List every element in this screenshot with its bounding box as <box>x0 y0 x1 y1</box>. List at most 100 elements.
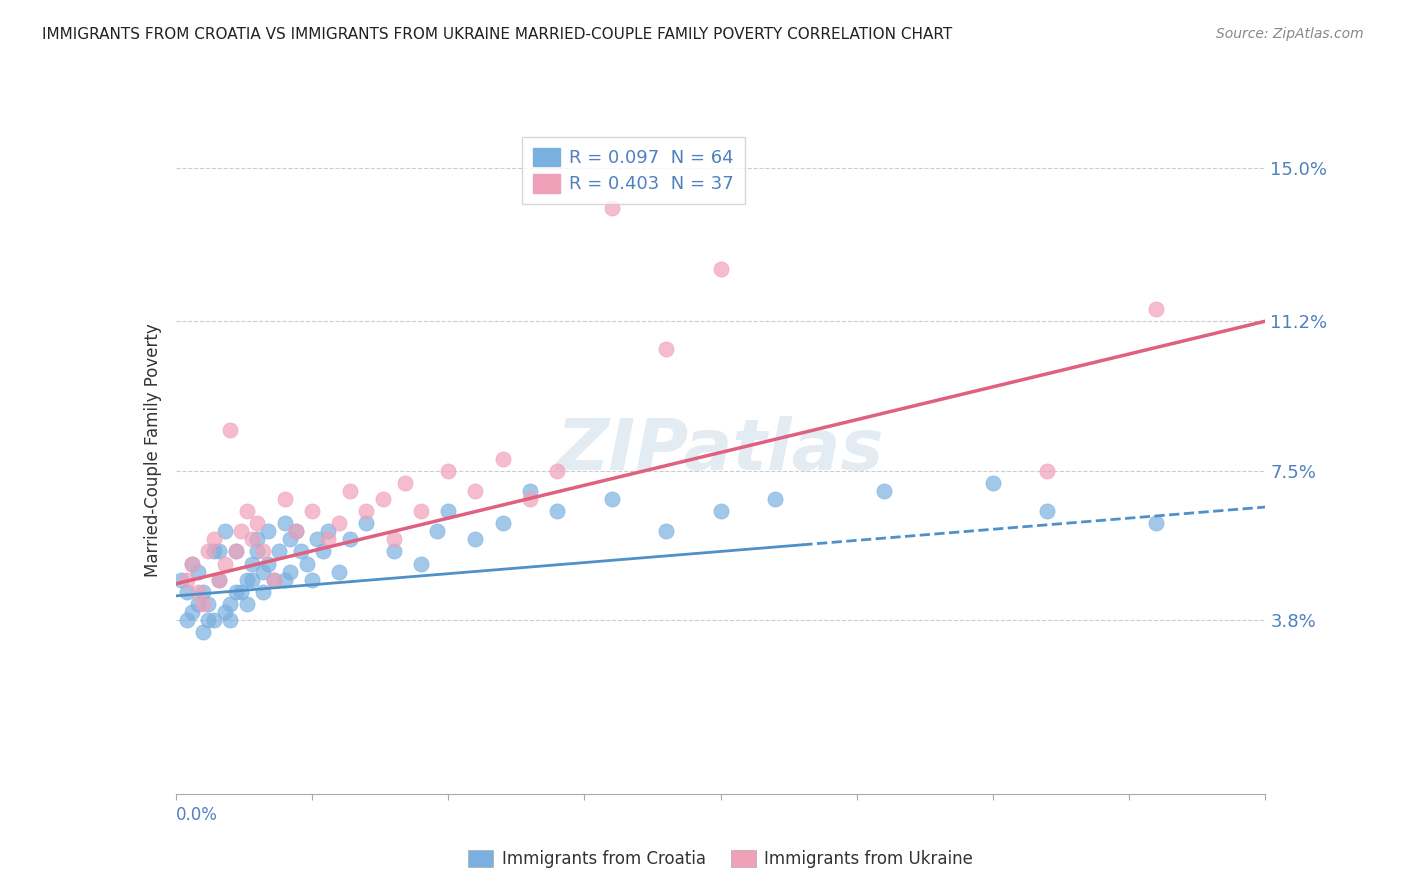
Point <box>235 597 257 611</box>
Point <box>873 483 896 498</box>
Point <box>208 573 231 587</box>
Point <box>246 544 269 558</box>
Point <box>252 544 274 558</box>
Point <box>231 585 253 599</box>
Point <box>240 533 263 547</box>
Point <box>981 475 1004 490</box>
Point <box>409 557 432 571</box>
Point <box>240 557 263 571</box>
Point <box>240 573 263 587</box>
Point <box>257 524 280 539</box>
Point <box>202 544 225 558</box>
Point <box>763 491 786 506</box>
Point <box>225 544 247 558</box>
Point <box>301 573 323 587</box>
Point <box>225 544 247 558</box>
Point <box>246 533 269 547</box>
Point <box>219 613 242 627</box>
Point <box>710 504 733 518</box>
Point <box>301 504 323 518</box>
Point <box>600 201 623 215</box>
Point <box>186 597 209 611</box>
Point <box>318 533 340 547</box>
Point <box>409 504 432 518</box>
Point <box>382 544 405 558</box>
Text: 0.0%: 0.0% <box>176 806 218 824</box>
Point <box>519 491 541 506</box>
Point <box>181 557 204 571</box>
Point <box>356 504 378 518</box>
Point <box>339 533 361 547</box>
Point <box>225 585 247 599</box>
Point <box>710 261 733 276</box>
Point <box>290 544 312 558</box>
Point <box>328 565 350 579</box>
Point <box>295 557 318 571</box>
Point <box>464 533 486 547</box>
Point <box>278 565 301 579</box>
Point <box>252 565 274 579</box>
Point <box>197 544 219 558</box>
Point <box>356 516 378 531</box>
Point <box>263 573 285 587</box>
Point <box>382 533 405 547</box>
Legend: Immigrants from Croatia, Immigrants from Ukraine: Immigrants from Croatia, Immigrants from… <box>461 844 980 875</box>
Point <box>318 524 340 539</box>
Point <box>492 451 515 466</box>
Point <box>252 585 274 599</box>
Point <box>181 557 204 571</box>
Point <box>202 533 225 547</box>
Point <box>181 605 204 619</box>
Text: IMMIGRANTS FROM CROATIA VS IMMIGRANTS FROM UKRAINE MARRIED-COUPLE FAMILY POVERTY: IMMIGRANTS FROM CROATIA VS IMMIGRANTS FR… <box>42 27 952 42</box>
Point <box>655 343 678 357</box>
Point <box>208 573 231 587</box>
Point <box>191 585 214 599</box>
Point <box>191 625 214 640</box>
Point <box>278 533 301 547</box>
Point <box>214 524 236 539</box>
Point <box>339 483 361 498</box>
Point <box>257 557 280 571</box>
Point <box>176 573 198 587</box>
Point <box>197 613 219 627</box>
Point <box>186 585 209 599</box>
Point <box>328 516 350 531</box>
Point <box>519 483 541 498</box>
Point <box>235 573 257 587</box>
Point <box>492 516 515 531</box>
Point <box>176 613 198 627</box>
Point <box>437 504 460 518</box>
Point <box>231 524 253 539</box>
Point <box>263 573 285 587</box>
Point <box>274 516 297 531</box>
Point <box>186 565 209 579</box>
Point <box>655 524 678 539</box>
Y-axis label: Married-Couple Family Poverty: Married-Couple Family Poverty <box>143 324 162 577</box>
Point <box>274 491 297 506</box>
Point <box>600 491 623 506</box>
Text: ZIPatlas: ZIPatlas <box>557 416 884 485</box>
Point <box>246 516 269 531</box>
Point <box>214 605 236 619</box>
Point <box>202 613 225 627</box>
Point <box>546 504 568 518</box>
Point <box>176 585 198 599</box>
Point <box>219 597 242 611</box>
Point <box>235 504 257 518</box>
Point <box>269 544 291 558</box>
Point <box>197 597 219 611</box>
Point <box>1144 516 1167 531</box>
Point <box>219 423 242 437</box>
Point <box>1144 301 1167 316</box>
Text: Source: ZipAtlas.com: Source: ZipAtlas.com <box>1216 27 1364 41</box>
Point <box>464 483 486 498</box>
Point <box>170 573 193 587</box>
Point <box>307 533 329 547</box>
Point <box>214 557 236 571</box>
Point <box>394 475 416 490</box>
Point <box>284 524 307 539</box>
Point <box>274 573 297 587</box>
Point <box>191 597 214 611</box>
Point <box>208 544 231 558</box>
Point <box>371 491 394 506</box>
